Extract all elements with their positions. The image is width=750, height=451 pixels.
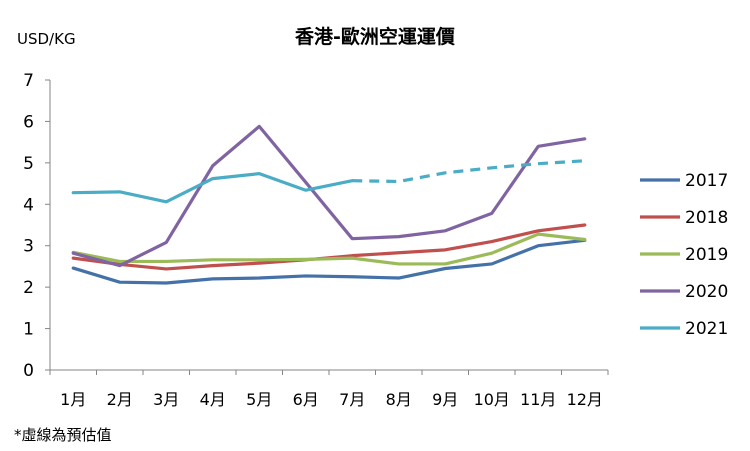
y-tick-label: 3 [23,237,34,257]
y-tick-label: 2 [23,278,34,298]
y-tick-label: 1 [23,320,34,340]
x-tick-label: 3月 [153,390,179,409]
x-tick-label: 10月 [474,390,510,409]
y-tick-label: 0 [23,361,34,381]
x-tick-label: 8月 [386,390,412,409]
x-tick-label: 1月 [60,390,86,409]
x-tick-label: 12月 [567,390,603,409]
y-tick-label: 4 [23,195,34,215]
x-tick-label: 4月 [200,390,226,409]
legend-label-2020: 2020 [685,282,728,302]
series-line-2017 [71,238,587,285]
legend-label-2021: 2021 [685,319,728,339]
series-line-2019 [71,232,587,266]
legend-label-2019: 2019 [685,245,728,265]
legend-label-2017: 2017 [685,171,728,191]
x-tick-label: 2月 [107,390,133,409]
series-line-estimated-2021 [352,159,585,184]
y-axis-unit-label: USD/KG [17,30,76,48]
estimate-footnote: *虛線為預估值 [14,426,112,444]
legend-label-2018: 2018 [685,208,728,228]
y-tick-label: 5 [23,154,34,174]
chart-title: 香港-歐洲空運運價 [295,26,455,48]
series-line-2021 [71,172,354,204]
y-tick-label: 7 [23,71,34,91]
x-tick-label: 7月 [339,390,365,409]
series-line-2020 [71,124,587,268]
x-tick-label: 5月 [246,390,272,409]
y-tick-label: 6 [23,112,34,132]
x-tick-label: 9月 [432,390,458,409]
x-tick-label: 6月 [293,390,319,409]
x-tick-label: 11月 [520,390,556,409]
